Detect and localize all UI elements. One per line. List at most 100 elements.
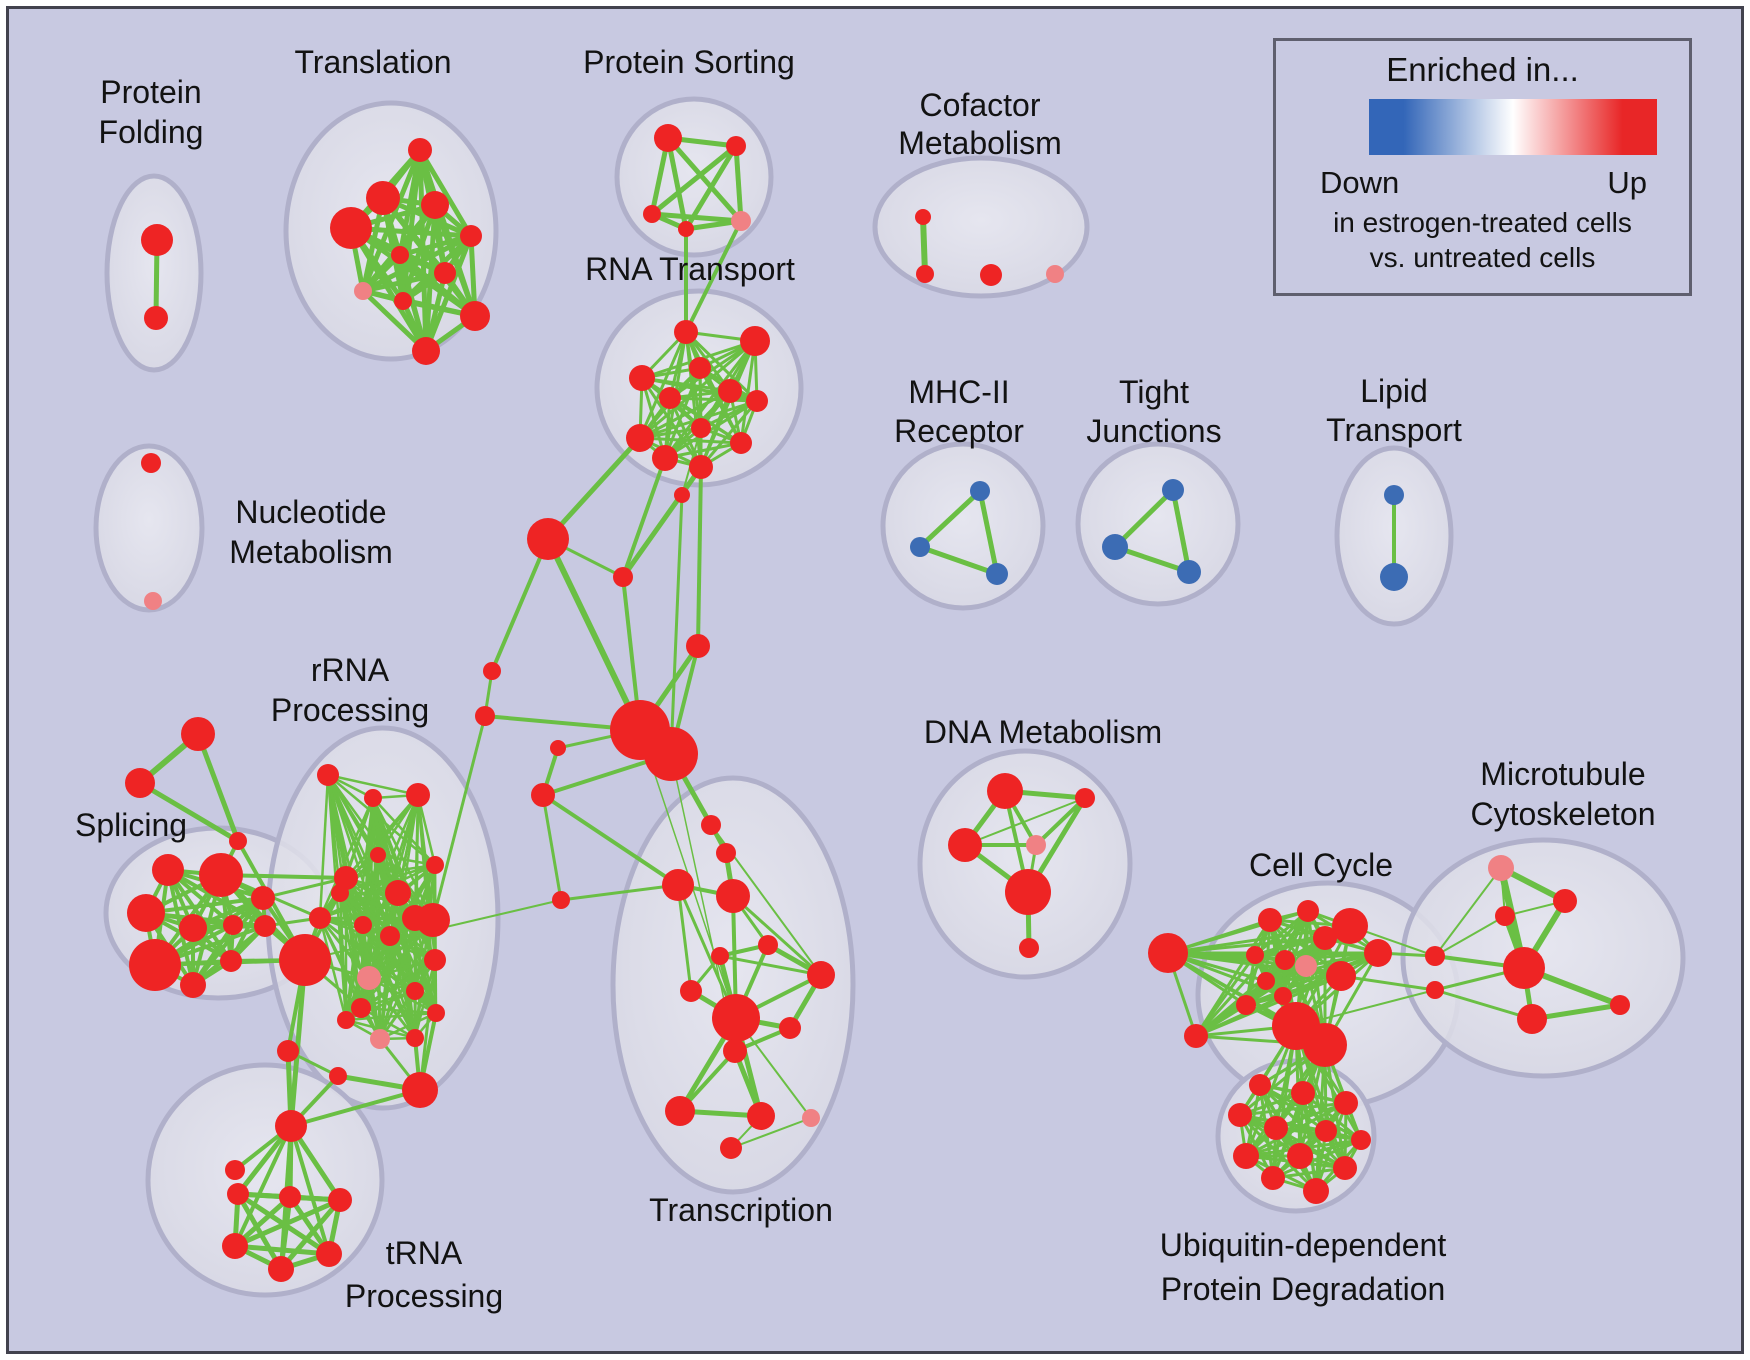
network-node-124[interactable] <box>1297 900 1319 922</box>
network-node-56[interactable] <box>716 843 736 863</box>
network-node-67[interactable] <box>220 950 242 972</box>
network-node-69[interactable] <box>254 915 276 937</box>
network-node-70[interactable] <box>279 934 331 986</box>
network-node-44[interactable] <box>674 487 690 503</box>
network-node-119[interactable] <box>1026 835 1046 855</box>
network-node-127[interactable] <box>1364 939 1392 967</box>
network-node-134[interactable] <box>1184 1024 1208 1048</box>
network-node-3[interactable] <box>366 181 400 215</box>
network-node-24[interactable] <box>629 365 655 391</box>
network-node-117[interactable] <box>1075 788 1095 808</box>
network-node-42[interactable] <box>141 453 161 473</box>
network-node-34[interactable] <box>970 481 990 501</box>
network-node-14[interactable] <box>726 136 746 156</box>
network-node-26[interactable] <box>718 379 742 403</box>
network-node-63[interactable] <box>127 894 165 932</box>
network-node-91[interactable] <box>370 1029 390 1049</box>
network-node-77[interactable] <box>385 880 411 906</box>
network-node-129[interactable] <box>1275 950 1295 970</box>
network-node-88[interactable] <box>406 1029 424 1047</box>
network-node-116[interactable] <box>987 773 1023 809</box>
network-node-54[interactable] <box>475 706 495 726</box>
network-node-39[interactable] <box>1177 560 1201 584</box>
network-node-113[interactable] <box>747 1102 775 1130</box>
network-node-0[interactable] <box>141 224 173 256</box>
network-node-43[interactable] <box>144 592 162 610</box>
network-node-79[interactable] <box>309 907 331 929</box>
network-node-126[interactable] <box>1313 926 1337 950</box>
network-node-20[interactable] <box>980 264 1002 286</box>
network-node-81[interactable] <box>354 916 372 934</box>
network-node-28[interactable] <box>659 387 681 409</box>
network-node-120[interactable] <box>1005 869 1051 915</box>
network-node-64[interactable] <box>179 914 207 942</box>
network-node-154[interactable] <box>1287 1143 1313 1169</box>
network-node-141[interactable] <box>1503 947 1545 989</box>
network-node-82[interactable] <box>402 905 428 931</box>
network-node-29[interactable] <box>691 418 711 438</box>
network-node-125[interactable] <box>1332 908 1368 944</box>
network-node-57[interactable] <box>181 717 215 751</box>
network-node-65[interactable] <box>223 915 243 935</box>
network-node-137[interactable] <box>1303 1023 1347 1067</box>
network-node-51[interactable] <box>531 783 555 807</box>
network-node-133[interactable] <box>1257 972 1275 990</box>
network-node-30[interactable] <box>626 424 654 452</box>
network-node-98[interactable] <box>279 1186 301 1208</box>
network-node-101[interactable] <box>268 1256 294 1282</box>
network-node-15[interactable] <box>643 205 661 223</box>
network-node-7[interactable] <box>391 246 409 264</box>
network-node-46[interactable] <box>613 567 633 587</box>
network-node-33[interactable] <box>689 455 713 479</box>
network-node-153[interactable] <box>1233 1143 1259 1169</box>
network-node-92[interactable] <box>277 1040 299 1062</box>
network-node-132[interactable] <box>1236 995 1256 1015</box>
network-node-6[interactable] <box>460 225 482 247</box>
network-node-21[interactable] <box>1046 265 1064 283</box>
network-node-86[interactable] <box>351 998 371 1018</box>
network-node-150[interactable] <box>1264 1116 1288 1140</box>
network-node-89[interactable] <box>427 1004 445 1022</box>
network-node-109[interactable] <box>712 994 760 1042</box>
network-node-85[interactable] <box>406 982 424 1000</box>
network-node-25[interactable] <box>689 357 711 379</box>
network-node-35[interactable] <box>910 537 930 557</box>
network-node-36[interactable] <box>986 563 1008 585</box>
network-node-50[interactable] <box>550 740 566 756</box>
network-node-139[interactable] <box>1553 889 1577 913</box>
network-node-118[interactable] <box>948 828 982 862</box>
network-node-103[interactable] <box>662 869 694 901</box>
network-node-38[interactable] <box>1102 534 1128 560</box>
network-node-99[interactable] <box>328 1188 352 1212</box>
network-node-104[interactable] <box>716 879 750 913</box>
network-node-32[interactable] <box>652 445 678 471</box>
network-node-1[interactable] <box>144 306 168 330</box>
network-node-149[interactable] <box>1228 1103 1252 1127</box>
network-node-146[interactable] <box>1249 1074 1271 1096</box>
network-node-27[interactable] <box>746 390 768 412</box>
network-node-155[interactable] <box>1333 1156 1357 1180</box>
network-node-123[interactable] <box>1258 908 1282 932</box>
network-node-59[interactable] <box>229 832 247 850</box>
network-node-62[interactable] <box>251 886 275 910</box>
network-node-121[interactable] <box>1019 938 1039 958</box>
network-node-41[interactable] <box>1380 563 1408 591</box>
network-node-72[interactable] <box>364 789 382 807</box>
network-node-93[interactable] <box>329 1067 347 1085</box>
network-node-76[interactable] <box>426 856 444 874</box>
network-node-37[interactable] <box>1162 479 1184 501</box>
network-node-53[interactable] <box>483 662 501 680</box>
network-node-74[interactable] <box>370 847 386 863</box>
network-node-110[interactable] <box>779 1017 801 1039</box>
network-node-114[interactable] <box>802 1109 820 1127</box>
network-node-16[interactable] <box>678 221 694 237</box>
network-node-66[interactable] <box>129 939 181 991</box>
network-node-40[interactable] <box>1384 485 1404 505</box>
network-node-128[interactable] <box>1246 946 1264 964</box>
network-node-8[interactable] <box>434 262 456 284</box>
network-node-71[interactable] <box>317 764 339 786</box>
network-node-22[interactable] <box>674 320 698 344</box>
network-node-84[interactable] <box>424 949 446 971</box>
network-node-143[interactable] <box>1517 1004 1547 1034</box>
network-node-9[interactable] <box>354 282 372 300</box>
